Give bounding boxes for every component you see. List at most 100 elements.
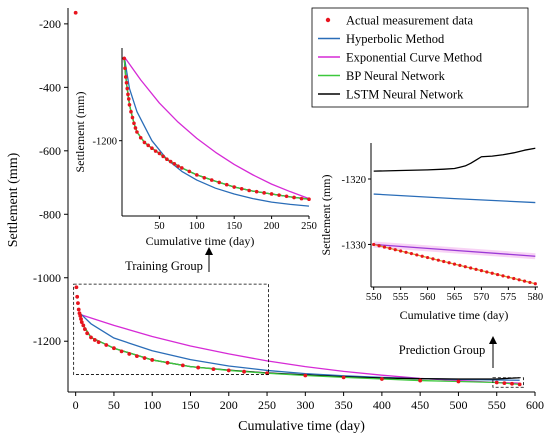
inset1-measurement-point — [292, 195, 296, 200]
inset2-measurement-point — [506, 275, 510, 279]
main-measurement-point — [74, 285, 79, 290]
main-measurement-point — [379, 377, 384, 381]
main-measurement-point — [73, 10, 78, 15]
inset2-measurement-point — [474, 267, 478, 271]
inset1-measurement-point — [157, 151, 162, 156]
legend-marker-dot — [325, 17, 331, 23]
main-measurement-point — [82, 327, 87, 332]
inset1-measurement-point — [126, 97, 131, 101]
inset1-x-tick-label: 200 — [264, 221, 280, 232]
prediction-inset-plot: 550 555 560 565 570 575 580 -1330 -1320 Cumulativ… — [319, 143, 543, 322]
inset2-measurement-point — [425, 255, 430, 260]
inset2-measurement-point — [469, 266, 473, 270]
main-x-tick-label: 250 — [258, 398, 276, 412]
main-measurement-point — [502, 381, 507, 386]
inset2-measurement-point — [512, 276, 516, 281]
inset2-measurement-point — [436, 258, 440, 262]
legend-entry-label: Exponential Curve Method — [346, 51, 483, 65]
inset2-measurement-point — [533, 282, 537, 286]
inset2-y-axis-title: Settlement (mm) — [319, 175, 333, 256]
inset2-measurement-point — [501, 274, 505, 278]
inset2-x-tick-label: 560 — [420, 292, 436, 303]
inset1-measurement-point — [127, 102, 132, 107]
inset1-measurement-point — [247, 188, 251, 193]
training-group-label: Training Group — [125, 259, 203, 273]
main-plot: 0 50 100 150 200 250 300 350 400 450 500 550 600 -120… — [6, 8, 544, 434]
main-y-tick-label: -1000 — [33, 271, 61, 285]
inset1-series-0-points — [122, 56, 311, 201]
inset1-measurement-point — [307, 197, 311, 201]
inset1-measurement-point — [135, 130, 139, 134]
main-measurement-point — [112, 346, 116, 351]
inset1-measurement-point — [232, 185, 236, 189]
inset1-measurement-point — [277, 193, 281, 197]
main-x-tick-label: 350 — [335, 398, 353, 412]
inset2-measurement-point — [479, 269, 484, 273]
main-measurement-point — [142, 356, 147, 360]
inset1-measurement-point — [269, 192, 274, 196]
inset1-measurement-point — [299, 196, 304, 201]
inset1-measurement-point — [284, 194, 289, 199]
inset1-measurement-point — [172, 162, 177, 166]
training-arrow-head — [205, 247, 213, 255]
inset1-measurement-point — [202, 175, 207, 180]
prediction-arrow-head — [489, 336, 497, 344]
inset1-measurement-point — [146, 143, 150, 148]
main-measurement-point — [196, 365, 201, 370]
inset1-measurement-point — [142, 140, 147, 145]
training-inset-plot: 50 100 150 200 250 -1200 Cumulative time (day)… — [73, 48, 317, 248]
main-measurement-point — [78, 313, 83, 318]
inset2-x-tick-label: 555 — [393, 292, 409, 303]
inset1-measurement-point — [239, 186, 244, 191]
legend-entry-label: BP Neural Network — [346, 69, 446, 83]
inset2-measurement-point — [415, 253, 419, 257]
inset1-series-2-line — [123, 56, 310, 200]
inset2-measurement-point — [404, 250, 408, 254]
main-measurement-point — [517, 382, 522, 387]
inset2-measurement-point — [399, 249, 403, 253]
inset2-measurement-point — [517, 278, 521, 282]
inset1-measurement-point — [126, 92, 130, 97]
inset1-measurement-point — [254, 189, 259, 194]
inset2-measurement-point — [420, 254, 424, 258]
main-measurement-point — [135, 354, 139, 359]
inset1-x-tick-label: 50 — [154, 221, 165, 232]
inset2-measurement-point — [522, 279, 527, 283]
inset2-x-tick-label: 570 — [474, 292, 490, 303]
main-x-tick-label: 0 — [73, 398, 79, 412]
inset1-measurement-point — [132, 121, 136, 126]
prediction-group-box — [492, 377, 524, 388]
prediction-group-label: Prediction Group — [399, 343, 485, 357]
legend-entry-label: Actual measurement data — [346, 14, 473, 28]
main-y-tick-label: -200 — [39, 17, 61, 31]
main-measurement-point — [418, 378, 423, 383]
inset2-measurement-point — [442, 259, 446, 264]
main-x-tick-label: 150 — [181, 398, 199, 412]
inset1-measurement-point — [124, 80, 129, 85]
legend: Actual measurement data Hyperbolic Method… — [311, 7, 529, 108]
inset2-measurement-point — [388, 246, 392, 250]
main-x-tick-label: 300 — [296, 398, 314, 412]
main-measurement-point — [226, 368, 231, 373]
main-x-tick-label: 200 — [220, 398, 238, 412]
main-measurement-point — [119, 349, 124, 354]
main-x-axis-title: Cumulative time (day) — [238, 419, 365, 434]
inset2-x-tick-label: 580 — [527, 292, 543, 303]
inset2-measurement-point — [490, 271, 494, 275]
inset2-measurement-point — [495, 272, 500, 277]
main-measurement-point — [76, 307, 81, 312]
main-measurement-point — [85, 331, 90, 336]
inset1-measurement-point — [217, 180, 222, 185]
inset1-measurement-point — [153, 149, 158, 153]
inset2-measurement-point — [528, 280, 532, 285]
main-y-tick-label: -1200 — [33, 334, 61, 348]
inset1-measurement-point — [133, 126, 138, 130]
inset2-series-4-line — [373, 147, 536, 172]
main-measurement-point — [75, 294, 80, 299]
inset2-series-1-line — [373, 193, 536, 204]
main-measurement-point — [96, 340, 101, 345]
main-x-tick-label: 500 — [449, 398, 467, 412]
inset2-measurement-point — [393, 248, 397, 252]
inset2-y-tick-label: -1330 — [342, 240, 367, 251]
legend-entry-label: Hyperbolic Method — [346, 32, 445, 46]
